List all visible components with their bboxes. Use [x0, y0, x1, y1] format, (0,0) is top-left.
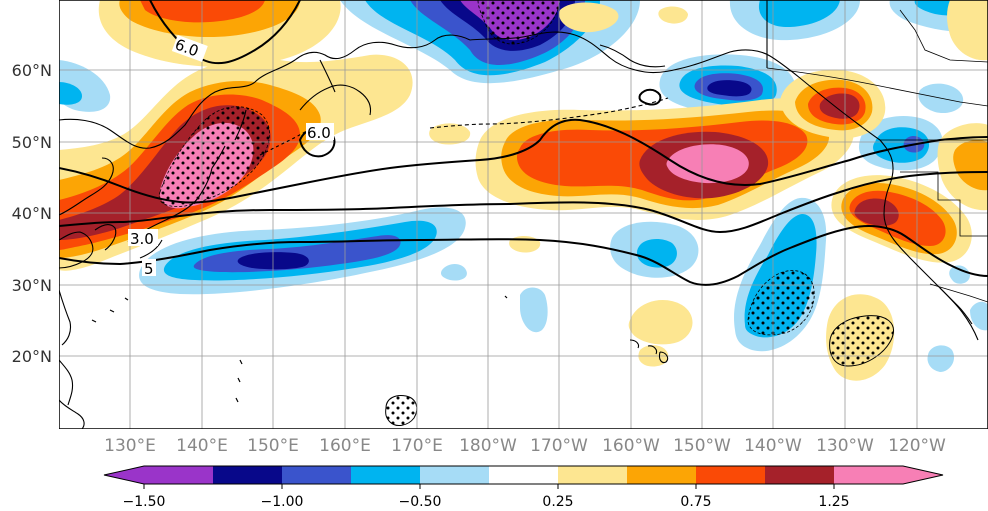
lat-label-50n: 50°N: [12, 133, 52, 152]
lat-label-30n: 30°N: [12, 276, 52, 295]
map-panel: 6.0 6.0 3.0 5: [59, 0, 988, 429]
colorbar-label-neg150: −1.50: [123, 494, 166, 510]
contour-label-5: 5: [144, 260, 154, 278]
colorbar-cell-2: [282, 466, 351, 484]
lon-label-140e: 140°E: [176, 436, 228, 456]
longitude-labels: 130°E 140°E 150°E 160°E 170°E 180°W 170°…: [104, 436, 946, 456]
significance-stippling: [158, 0, 894, 426]
contour-label-group: 6.0 6.0 3.0 5: [128, 35, 334, 278]
colorbar-cell-0-body: [144, 466, 213, 484]
colorbar-cell-3: [351, 466, 420, 484]
lat-label-20n: 20°N: [12, 347, 52, 366]
colorbar-cell-6: [558, 466, 627, 484]
lat-label-60n: 60°N: [12, 61, 52, 80]
colorbar-label-125: 1.25: [818, 494, 849, 510]
lon-label-180w: 180°W: [459, 436, 517, 456]
colorbar-label-025: 0.25: [542, 494, 573, 510]
contour-label-6-east: 6.0: [307, 124, 331, 142]
contour-label-3: 3.0: [130, 230, 154, 248]
colorbar-label-075: 0.75: [680, 494, 711, 510]
colorbar-label-neg050: −0.50: [399, 494, 442, 510]
lon-label-160e: 160°E: [319, 436, 371, 456]
colorbar-cell-4: [420, 466, 489, 484]
latitude-labels: 60°N 50°N 40°N 30°N 20°N: [12, 61, 52, 366]
lon-label-150w: 150°W: [673, 436, 731, 456]
map-gridlines: [59, 0, 988, 429]
colorbar-cell-8: [696, 466, 765, 484]
coastlines: [59, 0, 988, 429]
colorbar-cell-7: [627, 466, 696, 484]
lon-label-130e: 130°E: [104, 436, 156, 456]
colorbar-cell-1: [213, 466, 282, 484]
colorbar-cell-9: [765, 466, 834, 484]
colorbar-cell-0: [104, 466, 144, 484]
lon-label-170w: 170°W: [530, 436, 588, 456]
lon-label-170e: 170°E: [391, 436, 443, 456]
colorbar-cell-5: [489, 466, 558, 484]
lon-label-140w: 140°W: [744, 436, 802, 456]
lon-label-130w: 130°W: [816, 436, 874, 456]
lon-label-160w: 160°W: [602, 436, 660, 456]
lon-label-150e: 150°E: [247, 436, 299, 456]
lat-label-40n: 40°N: [12, 204, 52, 223]
colorbar-cell-10: [903, 466, 943, 484]
colorbar-label-neg100: −1.00: [261, 494, 304, 510]
colorbar-cell-10-body: [834, 466, 903, 484]
colorbar: −1.50 −1.00 −0.50 0.25 0.75 1.25: [103, 465, 944, 510]
lon-label-120w: 120°W: [888, 436, 946, 456]
